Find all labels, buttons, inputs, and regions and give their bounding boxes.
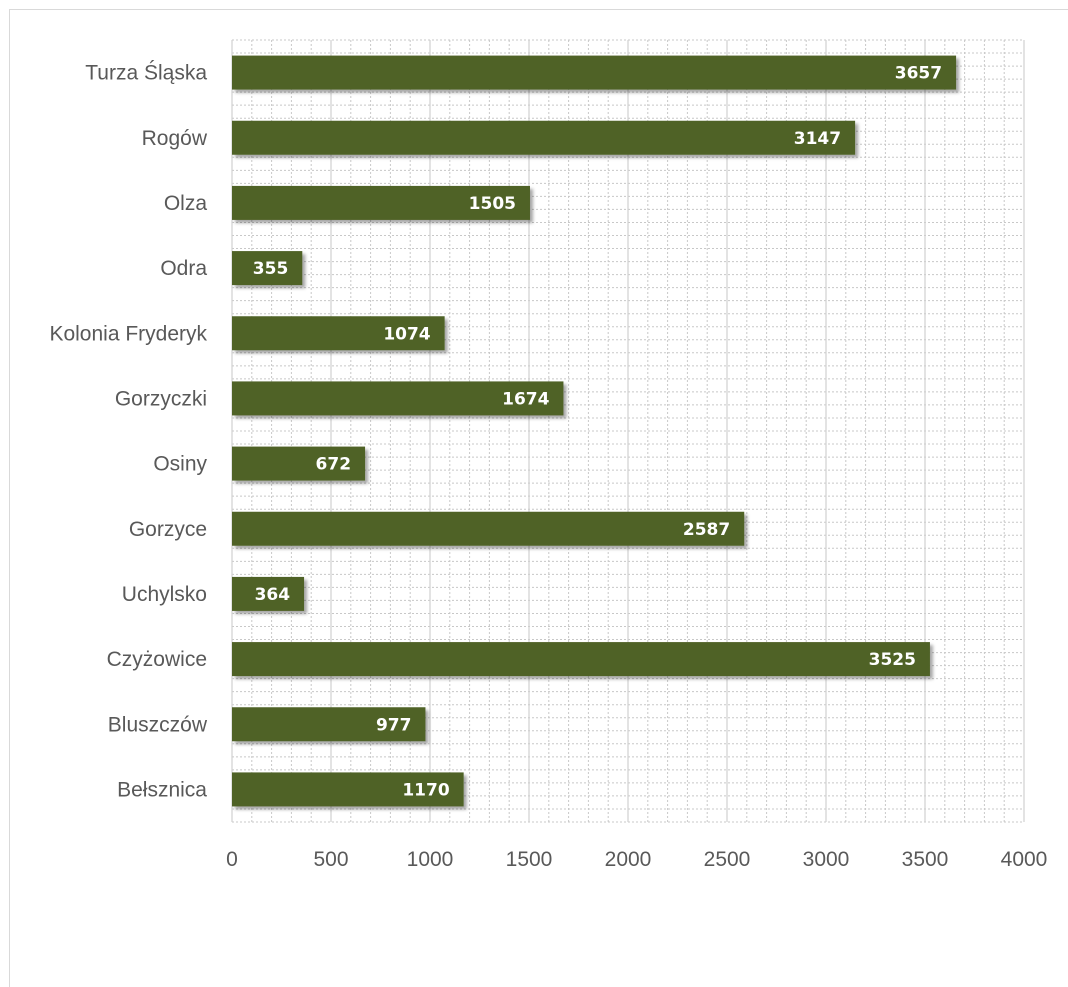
data-label: 3657 — [895, 64, 942, 84]
x-tick-label: 4000 — [1001, 848, 1048, 871]
x-tick-label: 500 — [313, 848, 348, 871]
data-label: 364 — [255, 585, 291, 605]
data-label: 672 — [316, 455, 352, 475]
data-label: 355 — [253, 259, 289, 279]
bar — [232, 251, 303, 286]
data-label: 977 — [376, 715, 412, 735]
data-label: 2587 — [683, 520, 730, 540]
bar — [232, 55, 957, 90]
bar — [232, 642, 930, 677]
bar — [232, 120, 856, 155]
bar — [232, 707, 426, 742]
bar — [232, 511, 745, 546]
x-tick-label: 3500 — [902, 848, 949, 871]
x-tick-label: 2500 — [704, 848, 751, 871]
bar — [232, 185, 530, 220]
bar — [232, 576, 305, 611]
data-label: 1505 — [469, 194, 516, 214]
category-label: Gorzyczki — [115, 387, 207, 410]
data-label: 3525 — [869, 650, 916, 670]
x-tick-label: 3000 — [803, 848, 850, 871]
bar — [232, 316, 445, 351]
category-label: Bluszczów — [108, 713, 208, 736]
bars: 3657 3147 1505 355 1074 1674 672 2587 364 3525 977… — [232, 55, 957, 807]
bar — [232, 381, 564, 416]
category-label: Rogów — [142, 127, 208, 150]
category-label: Osiny — [153, 453, 207, 476]
data-label: 1674 — [502, 389, 549, 409]
major-gridlines — [231, 40, 1025, 822]
category-label: Bełsznica — [117, 778, 207, 801]
category-label: Czyżowice — [107, 648, 207, 671]
data-label: 1170 — [402, 780, 449, 800]
bar — [232, 772, 464, 807]
chart-frame — [9, 9, 1068, 987]
data-label: 3147 — [794, 129, 841, 149]
category-label: Olza — [164, 192, 208, 215]
x-tick-label: 1500 — [506, 848, 553, 871]
data-label: 1074 — [383, 324, 430, 344]
category-label: Uchylsko — [122, 583, 207, 606]
category-label: Gorzyce — [129, 518, 207, 541]
category-labels: Turza Śląska Rogów Olza Odra Kolonia Frydery… — [49, 61, 207, 802]
x-tick-label: 1000 — [407, 848, 454, 871]
x-tick-label: 2000 — [605, 848, 652, 871]
category-label: Turza Śląska — [85, 61, 207, 85]
category-label: Odra — [160, 257, 207, 280]
bar — [232, 446, 366, 481]
x-tick-labels: 0 500 1000 1500 2000 2500 3000 3500 4000 — [226, 848, 1047, 871]
x-tick-label: 0 — [226, 848, 238, 871]
category-label: Kolonia Fryderyk — [49, 322, 207, 345]
